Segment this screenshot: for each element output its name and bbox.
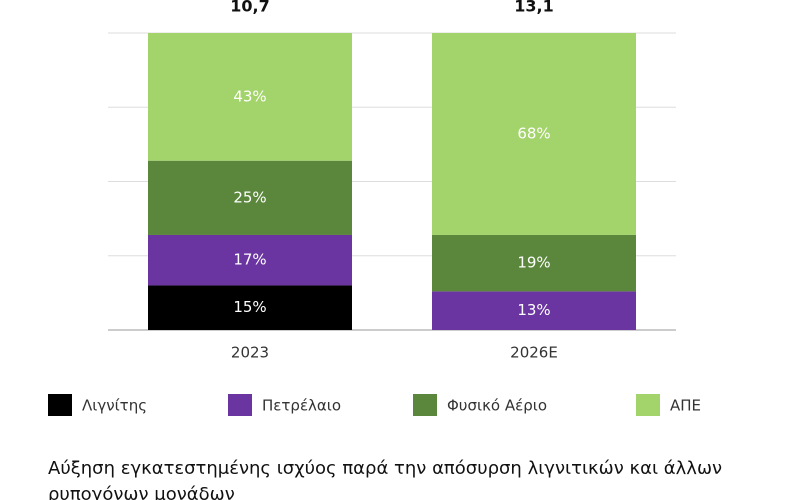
- legend-label: Φυσικό Αέριο: [447, 397, 547, 415]
- value-label: 68%: [517, 124, 550, 142]
- bar-segment: [148, 285, 352, 330]
- value-label: 13%: [517, 301, 550, 319]
- x-tick-label: 2026E: [510, 344, 558, 362]
- bar-segment: [148, 160, 352, 235]
- value-label: 25%: [233, 188, 266, 206]
- bar-segment: [148, 33, 352, 161]
- legend-swatch: [228, 394, 252, 416]
- legend-label: Πετρέλαιο: [262, 397, 341, 415]
- legend-swatch: [413, 394, 437, 416]
- value-label: 17%: [233, 251, 266, 269]
- bar-segment: [432, 234, 636, 292]
- total-label: 13,1: [514, 0, 553, 16]
- chart: 15% 17% 25% 43% 10,7 2023 13% 19% 68% 13,1 2026E Λι…: [48, 0, 701, 416]
- legend-label: ΑΠΕ: [670, 397, 701, 415]
- total-label: 10,7: [230, 0, 269, 16]
- bar-segment: [432, 33, 636, 235]
- legend-label: Λιγνίτης: [82, 397, 147, 415]
- legend-swatch: [48, 394, 72, 416]
- legend-swatch: [636, 394, 660, 416]
- value-label: 43%: [233, 87, 266, 105]
- caption: Αύξηση εγκατεστημένης ισχύος παρά την απ…: [48, 458, 723, 500]
- bar-segment: [432, 291, 636, 330]
- x-tick-label: 2023: [231, 344, 269, 362]
- value-label: 15%: [233, 298, 266, 316]
- bar-segment: [148, 234, 352, 286]
- value-label: 19%: [517, 254, 550, 272]
